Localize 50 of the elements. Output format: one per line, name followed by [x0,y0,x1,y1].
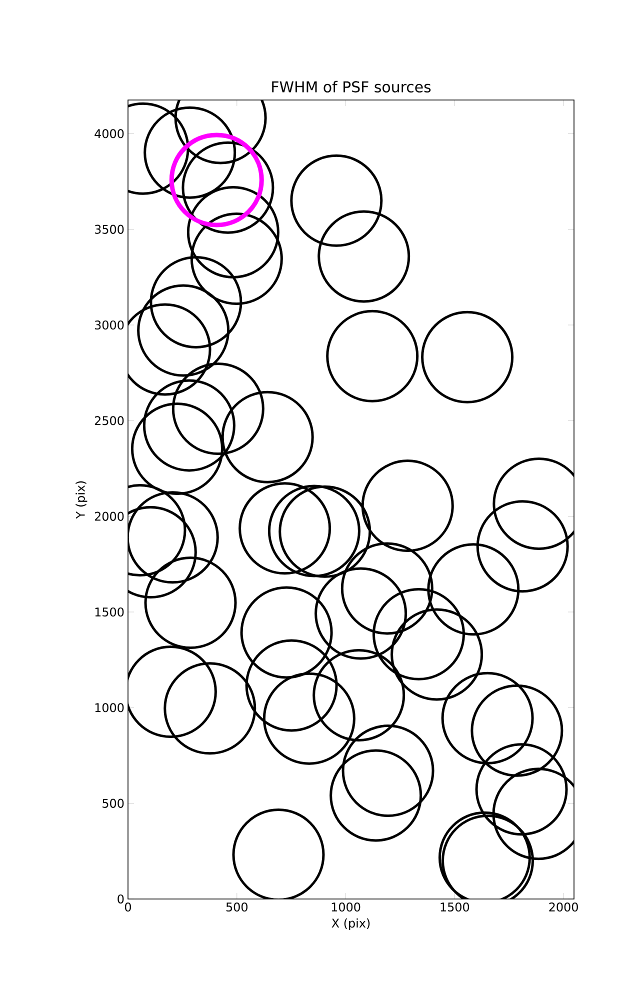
y-tick-label: 3000 [94,320,124,330]
point [476,500,569,593]
x-tick-label: 2000 [549,902,578,912]
point [130,402,224,496]
y-axis-title: Y (pix) [76,481,88,519]
point [164,662,256,755]
x-tick-label: 0 [124,902,132,912]
point [232,808,325,899]
point [245,639,338,732]
point [262,672,356,765]
point [238,482,332,575]
y-tick-label: 3500 [94,224,124,234]
point [221,390,314,484]
point [318,210,410,303]
point [240,586,333,679]
chart-title: FWHM of PSF sources [272,80,431,92]
x-tick-label: 1000 [332,902,360,912]
point [475,743,568,836]
point [326,310,419,402]
y-tick-label: 4000 [94,129,124,138]
x-tick-label: 1500 [440,902,470,912]
y-tick-label: 0 [118,894,124,904]
point [330,749,422,842]
point [390,608,484,701]
y-tick-label: 2500 [94,416,124,426]
point [169,132,264,228]
point [314,567,408,660]
x-axis-title: X (pix) [332,918,370,930]
point [278,485,372,578]
point [144,556,237,650]
point [441,672,534,764]
point [312,648,406,742]
point [340,542,434,635]
point [427,543,520,636]
point [421,310,514,404]
y-tick-label: 1500 [95,607,124,617]
y-tick-label: 1000 [95,703,124,712]
point [342,724,434,818]
point [372,588,465,680]
y-tick-label: 500 [102,798,124,808]
point [361,460,454,552]
point [137,284,230,377]
point [142,379,236,472]
point [470,684,564,777]
point [172,362,264,456]
x-tick-label: 500 [226,902,248,912]
point [268,484,360,578]
point [290,154,383,247]
y-tick-label: 2000 [94,512,124,521]
point [150,256,242,348]
